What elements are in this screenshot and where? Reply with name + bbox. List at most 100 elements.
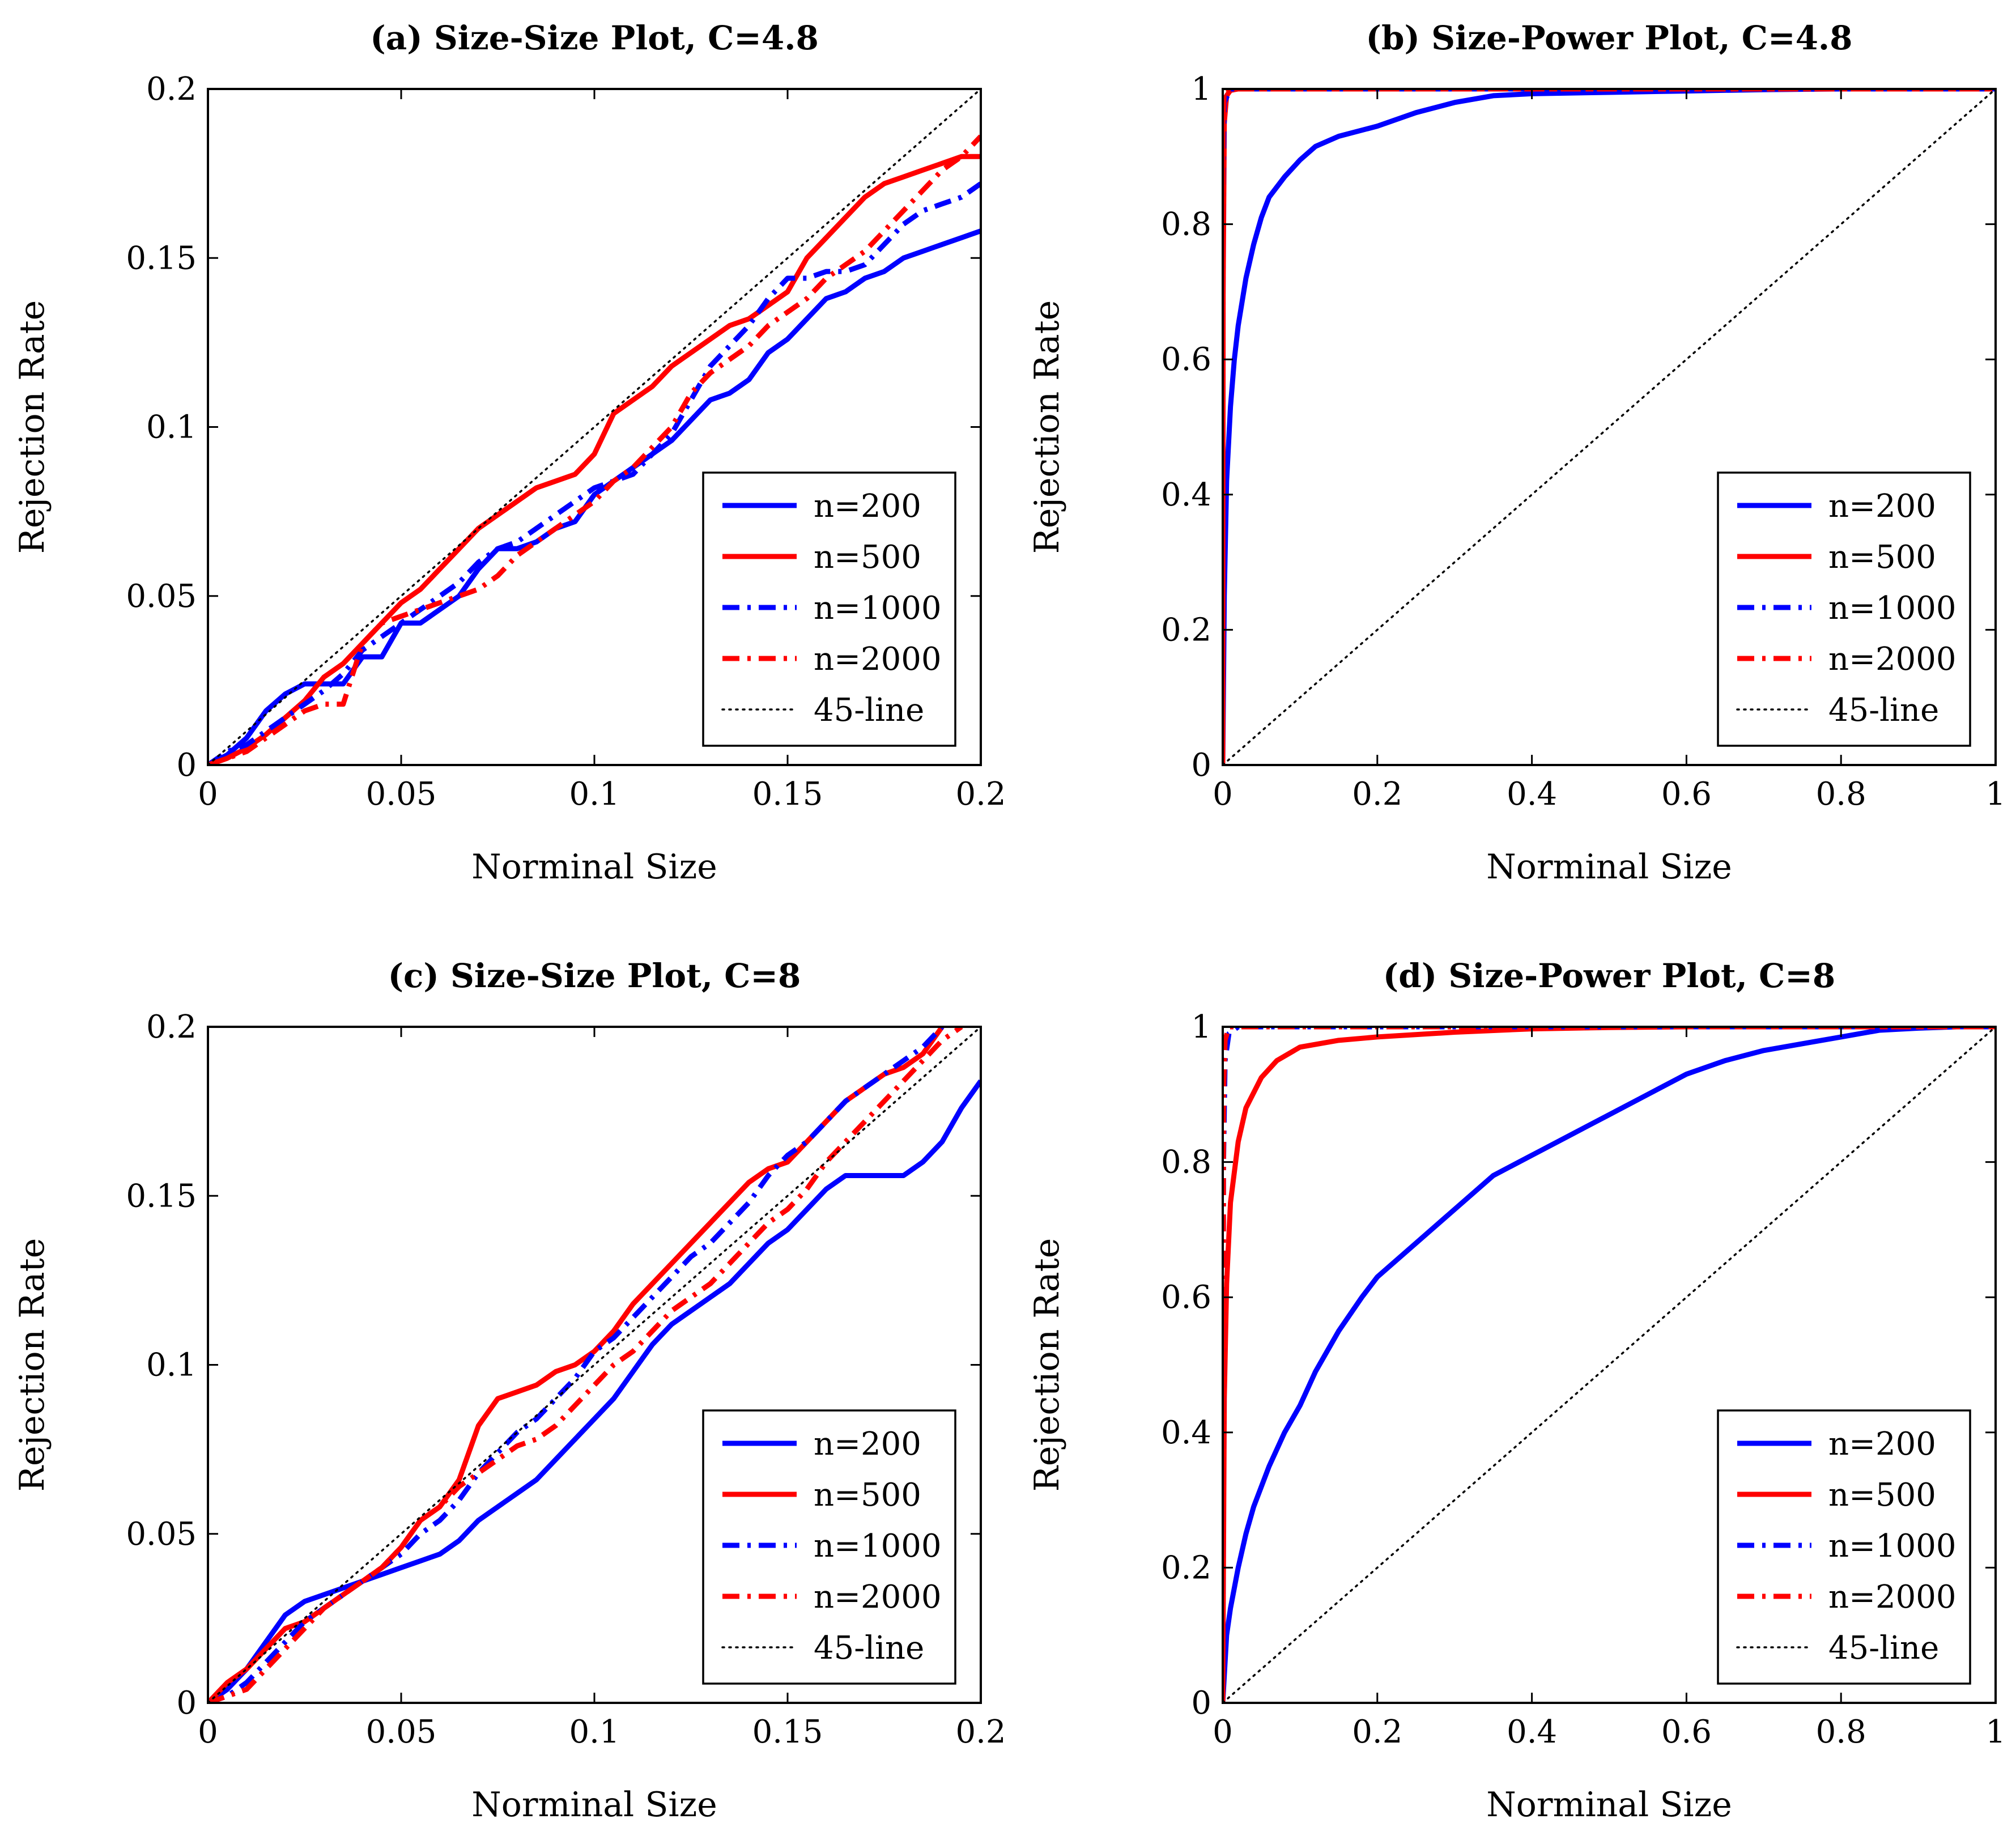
x-tick-label: 0.05 xyxy=(366,776,437,813)
y-tick-label: 0.1 xyxy=(146,409,197,446)
x-tick-label: 0.6 xyxy=(1661,776,1712,813)
legend: n=200 n=500 n=1000 n=2000 45-line xyxy=(702,1409,956,1685)
y-tick-label: 0.05 xyxy=(126,578,197,615)
y-tick-label: 0.8 xyxy=(1161,206,1211,243)
y-tick-label: 0 xyxy=(176,747,197,784)
y-tick-label: 0 xyxy=(1191,1685,1211,1722)
y-tick-label: 0.2 xyxy=(146,71,197,108)
y-tick-label: 0.6 xyxy=(1161,341,1211,378)
x-tick-label: 0.2 xyxy=(1352,1714,1402,1750)
legend-label: n=2000 xyxy=(1828,1579,1957,1616)
series-line-45-line xyxy=(208,1027,981,1703)
series-line-n-500 xyxy=(208,154,981,765)
x-tick-label: 1 xyxy=(1985,1714,2006,1750)
plot-frame xyxy=(1222,88,1997,766)
legend-label: n=500 xyxy=(814,1477,921,1514)
y-tick-label: 0.15 xyxy=(126,1178,197,1214)
chart-panel-a: (a) Size-Size Plot, C=4.8 0 0.05 0.1 0.15 0.2… xyxy=(12,19,1006,887)
legend-label: n=1000 xyxy=(1828,590,1957,627)
y-tick-label: 0.15 xyxy=(126,240,197,277)
y-tick-label: 0.05 xyxy=(126,1516,197,1553)
legend-box xyxy=(1717,471,1971,747)
series-line-45-line xyxy=(208,89,981,765)
y-tick-label: 0.4 xyxy=(1161,1414,1211,1451)
chart-title: (d) Size-Power Plot, C=8 xyxy=(1383,957,1835,995)
y-tick-label: 0.2 xyxy=(1161,611,1211,648)
legend-label: n=2000 xyxy=(1828,641,1957,678)
x-tick-label: 0 xyxy=(198,776,218,813)
legend-box xyxy=(702,1409,956,1685)
legend-label: 45-line xyxy=(814,1630,924,1667)
legend-label: n=200 xyxy=(814,1426,921,1463)
series-line-45-line xyxy=(1223,1027,1996,1703)
series-line-n-200 xyxy=(1223,1027,1996,1703)
x-tick-label: 0 xyxy=(1213,776,1233,813)
y-tick-label: 0 xyxy=(176,1685,197,1722)
legend-label: n=1000 xyxy=(1828,1528,1957,1565)
x-tick-label: 0.2 xyxy=(955,776,1006,813)
x-tick-label: 0 xyxy=(1213,1714,1233,1750)
legend-label: n=200 xyxy=(1828,488,1936,525)
chart-panel-b: (b) Size-Power Plot, C=4.8 0 0.2 0.4 0.6 0.8 1… xyxy=(1027,19,2006,887)
series-line-n-2000 xyxy=(208,134,981,765)
legend-label: n=2000 xyxy=(814,641,942,678)
x-axis-label: Norminal Size xyxy=(1486,847,1732,887)
y-axis-label: Rejection Rate xyxy=(1027,300,1067,554)
x-tick-label: 0.4 xyxy=(1507,776,1557,813)
legend-label: n=1000 xyxy=(814,1528,942,1565)
y-tick-label: 1 xyxy=(1191,1009,1211,1046)
y-axis-label: Rejection Rate xyxy=(12,1238,52,1491)
x-tick-label: 0.8 xyxy=(1816,776,1866,813)
x-tick-label: 0.1 xyxy=(569,1714,619,1750)
legend-label: 45-line xyxy=(1828,692,1939,729)
series-group xyxy=(208,89,981,765)
legend-label: n=200 xyxy=(814,488,921,525)
legend-label: 45-line xyxy=(1828,1630,1939,1667)
x-tick-label: 0.8 xyxy=(1816,1714,1866,1750)
y-tick-label: 0.1 xyxy=(146,1347,197,1384)
y-tick-label: 0.2 xyxy=(146,1009,197,1046)
legend-box xyxy=(702,471,956,747)
y-tick-label: 0.4 xyxy=(1161,477,1211,513)
chart-panel-c: (c) Size-Size Plot, C=8 0 0.05 0.1 0.15 0.2 0 0… xyxy=(12,957,1006,1823)
y-axis-label: Rejection Rate xyxy=(12,300,52,554)
y-tick-label: 0.2 xyxy=(1161,1549,1211,1586)
x-tick-label: 0.15 xyxy=(752,1714,823,1750)
y-axis-label: Rejection Rate xyxy=(1027,1238,1067,1491)
x-tick-label: 0.2 xyxy=(1352,776,1402,813)
legend-label: n=500 xyxy=(1828,539,1936,576)
legend-label: n=500 xyxy=(814,539,921,576)
x-axis-label: Norminal Size xyxy=(1486,1785,1732,1823)
series-line-n-200 xyxy=(208,228,981,765)
legend-label: 45-line xyxy=(814,692,924,729)
y-tick-label: 0.6 xyxy=(1161,1279,1211,1316)
x-tick-label: 0.6 xyxy=(1661,1714,1712,1750)
series-line-n-200 xyxy=(1223,89,1996,765)
legend-label: n=1000 xyxy=(814,590,942,627)
x-tick-label: 0.2 xyxy=(955,1714,1006,1750)
chart-title: (c) Size-Size Plot, C=8 xyxy=(388,957,801,995)
plot-frame xyxy=(1222,1026,1997,1704)
legend-label: n=200 xyxy=(1828,1426,1936,1463)
legend: n=200 n=500 n=1000 n=2000 45-line xyxy=(702,471,956,747)
series-line-n-1000 xyxy=(208,181,981,765)
x-tick-label: 0 xyxy=(198,1714,218,1750)
series-group xyxy=(208,1027,981,1703)
legend-label: n=500 xyxy=(1828,1477,1936,1514)
legend: n=200 n=500 n=1000 n=2000 45-line xyxy=(1717,1409,1971,1685)
chart-panel-d: (d) Size-Power Plot, C=8 0 0.2 0.4 0.6 0.8 1 0 0… xyxy=(1027,957,2006,1823)
y-tick-label: 0.8 xyxy=(1161,1144,1211,1181)
x-tick-label: 1 xyxy=(1985,776,2006,813)
x-tick-label: 0.05 xyxy=(366,1714,437,1750)
chart-title: (b) Size-Power Plot, C=4.8 xyxy=(1366,19,1853,57)
x-tick-label: 0.15 xyxy=(752,776,823,813)
series-line-45-line xyxy=(1223,89,1996,765)
legend-label: n=2000 xyxy=(814,1579,942,1616)
legend-box xyxy=(1717,1409,1971,1685)
x-tick-label: 0.4 xyxy=(1507,1714,1557,1750)
y-tick-label: 1 xyxy=(1191,71,1211,108)
x-axis-label: Norminal Size xyxy=(471,847,717,887)
y-tick-label: 0 xyxy=(1191,747,1211,784)
x-axis-label: Norminal Size xyxy=(471,1785,717,1823)
